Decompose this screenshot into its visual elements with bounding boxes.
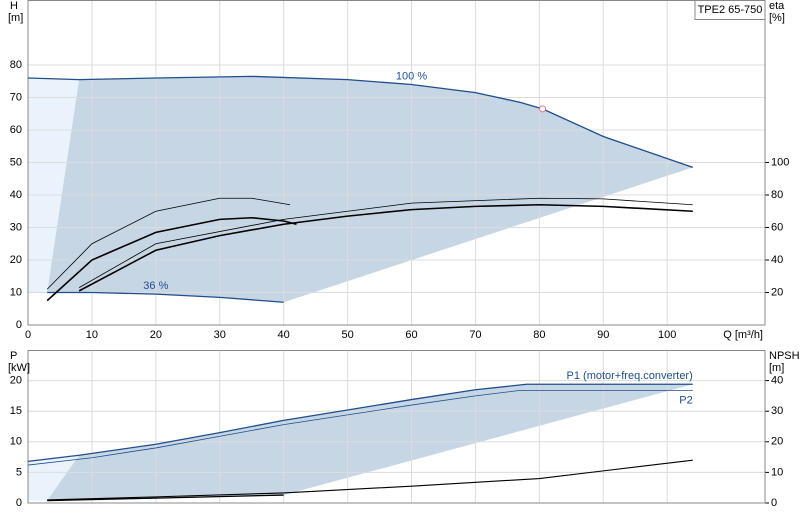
y-tick-label: 60 bbox=[10, 124, 22, 136]
x-tick-label: 50 bbox=[341, 329, 353, 341]
y-axis-unit: [m] bbox=[8, 12, 23, 24]
y-tick-label: 10 bbox=[10, 436, 22, 448]
curve bbox=[47, 459, 693, 501]
y-tick-label: 30 bbox=[10, 221, 22, 233]
plot-border bbox=[27, 350, 766, 504]
y-axis-label: P bbox=[10, 350, 17, 362]
y2-tick-label: 30 bbox=[771, 405, 783, 417]
x-tick-label: 10 bbox=[86, 329, 98, 341]
x-tick-label: 60 bbox=[405, 329, 417, 341]
curve bbox=[46, 216, 297, 302]
y-tick-label: 20 bbox=[10, 254, 22, 266]
curve-label: P2 bbox=[679, 394, 692, 406]
curve bbox=[47, 494, 284, 502]
plot-border bbox=[27, 0, 766, 326]
y2-tick-label: 80 bbox=[771, 189, 783, 201]
y2-tick-label: 10 bbox=[771, 466, 783, 478]
operating-area bbox=[47, 384, 693, 501]
curve bbox=[78, 203, 693, 292]
x-tick-label: 70 bbox=[469, 329, 481, 341]
y-tick-label: 5 bbox=[16, 466, 22, 478]
y-tick-label: 0 bbox=[16, 319, 22, 331]
y-tick-label: 80 bbox=[10, 59, 22, 71]
curve-label: 36 % bbox=[143, 280, 168, 292]
y2-tick-label: 0 bbox=[771, 497, 777, 509]
y2-axis-unit: [%] bbox=[769, 12, 785, 24]
y2-tick-label: 40 bbox=[771, 254, 783, 266]
curve bbox=[46, 197, 291, 290]
x-tick-label: 20 bbox=[150, 329, 162, 341]
curve bbox=[27, 383, 693, 463]
y2-axis-unit: [m] bbox=[769, 362, 784, 374]
chart-title: TPE2 65-750 bbox=[698, 4, 763, 16]
y-tick-label: 10 bbox=[10, 286, 22, 298]
x-tick-label: 100 bbox=[658, 329, 676, 341]
y2-tick-label: 100 bbox=[771, 156, 789, 168]
x-tick-label: 30 bbox=[214, 329, 226, 341]
y2-tick-label: 20 bbox=[771, 286, 783, 298]
curve bbox=[47, 291, 284, 303]
y-tick-label: 15 bbox=[10, 405, 22, 417]
title-box bbox=[694, 0, 766, 20]
operating-area bbox=[47, 76, 693, 303]
curve bbox=[78, 197, 693, 288]
x-tick-label: 80 bbox=[533, 329, 545, 341]
y-tick-label: 40 bbox=[10, 189, 22, 201]
x-axis-label: Q [m³/h] bbox=[723, 329, 763, 341]
curve-label: P1 (motor+freq.converter) bbox=[567, 370, 693, 382]
y2-axis-label: eta bbox=[769, 0, 785, 12]
curve bbox=[27, 75, 693, 168]
curve bbox=[27, 389, 693, 466]
y-tick-label: 0 bbox=[16, 497, 22, 509]
y-tick-label: 50 bbox=[10, 156, 22, 168]
y2-tick-label: 20 bbox=[771, 436, 783, 448]
y2-tick-label: 40 bbox=[771, 375, 783, 387]
duty-point bbox=[539, 105, 547, 113]
y-tick-label: 20 bbox=[10, 375, 22, 387]
y-axis-label: H bbox=[10, 0, 18, 12]
y2-tick-label: 60 bbox=[771, 221, 783, 233]
x-tick-label: 0 bbox=[25, 329, 31, 341]
x-tick-label: 90 bbox=[597, 329, 609, 341]
x-tick-label: 40 bbox=[278, 329, 290, 341]
curve-label: 100 % bbox=[396, 70, 427, 82]
y2-axis-label: NPSH bbox=[769, 350, 800, 362]
y-axis-unit: [kW] bbox=[8, 362, 30, 374]
y-tick-label: 70 bbox=[10, 91, 22, 103]
